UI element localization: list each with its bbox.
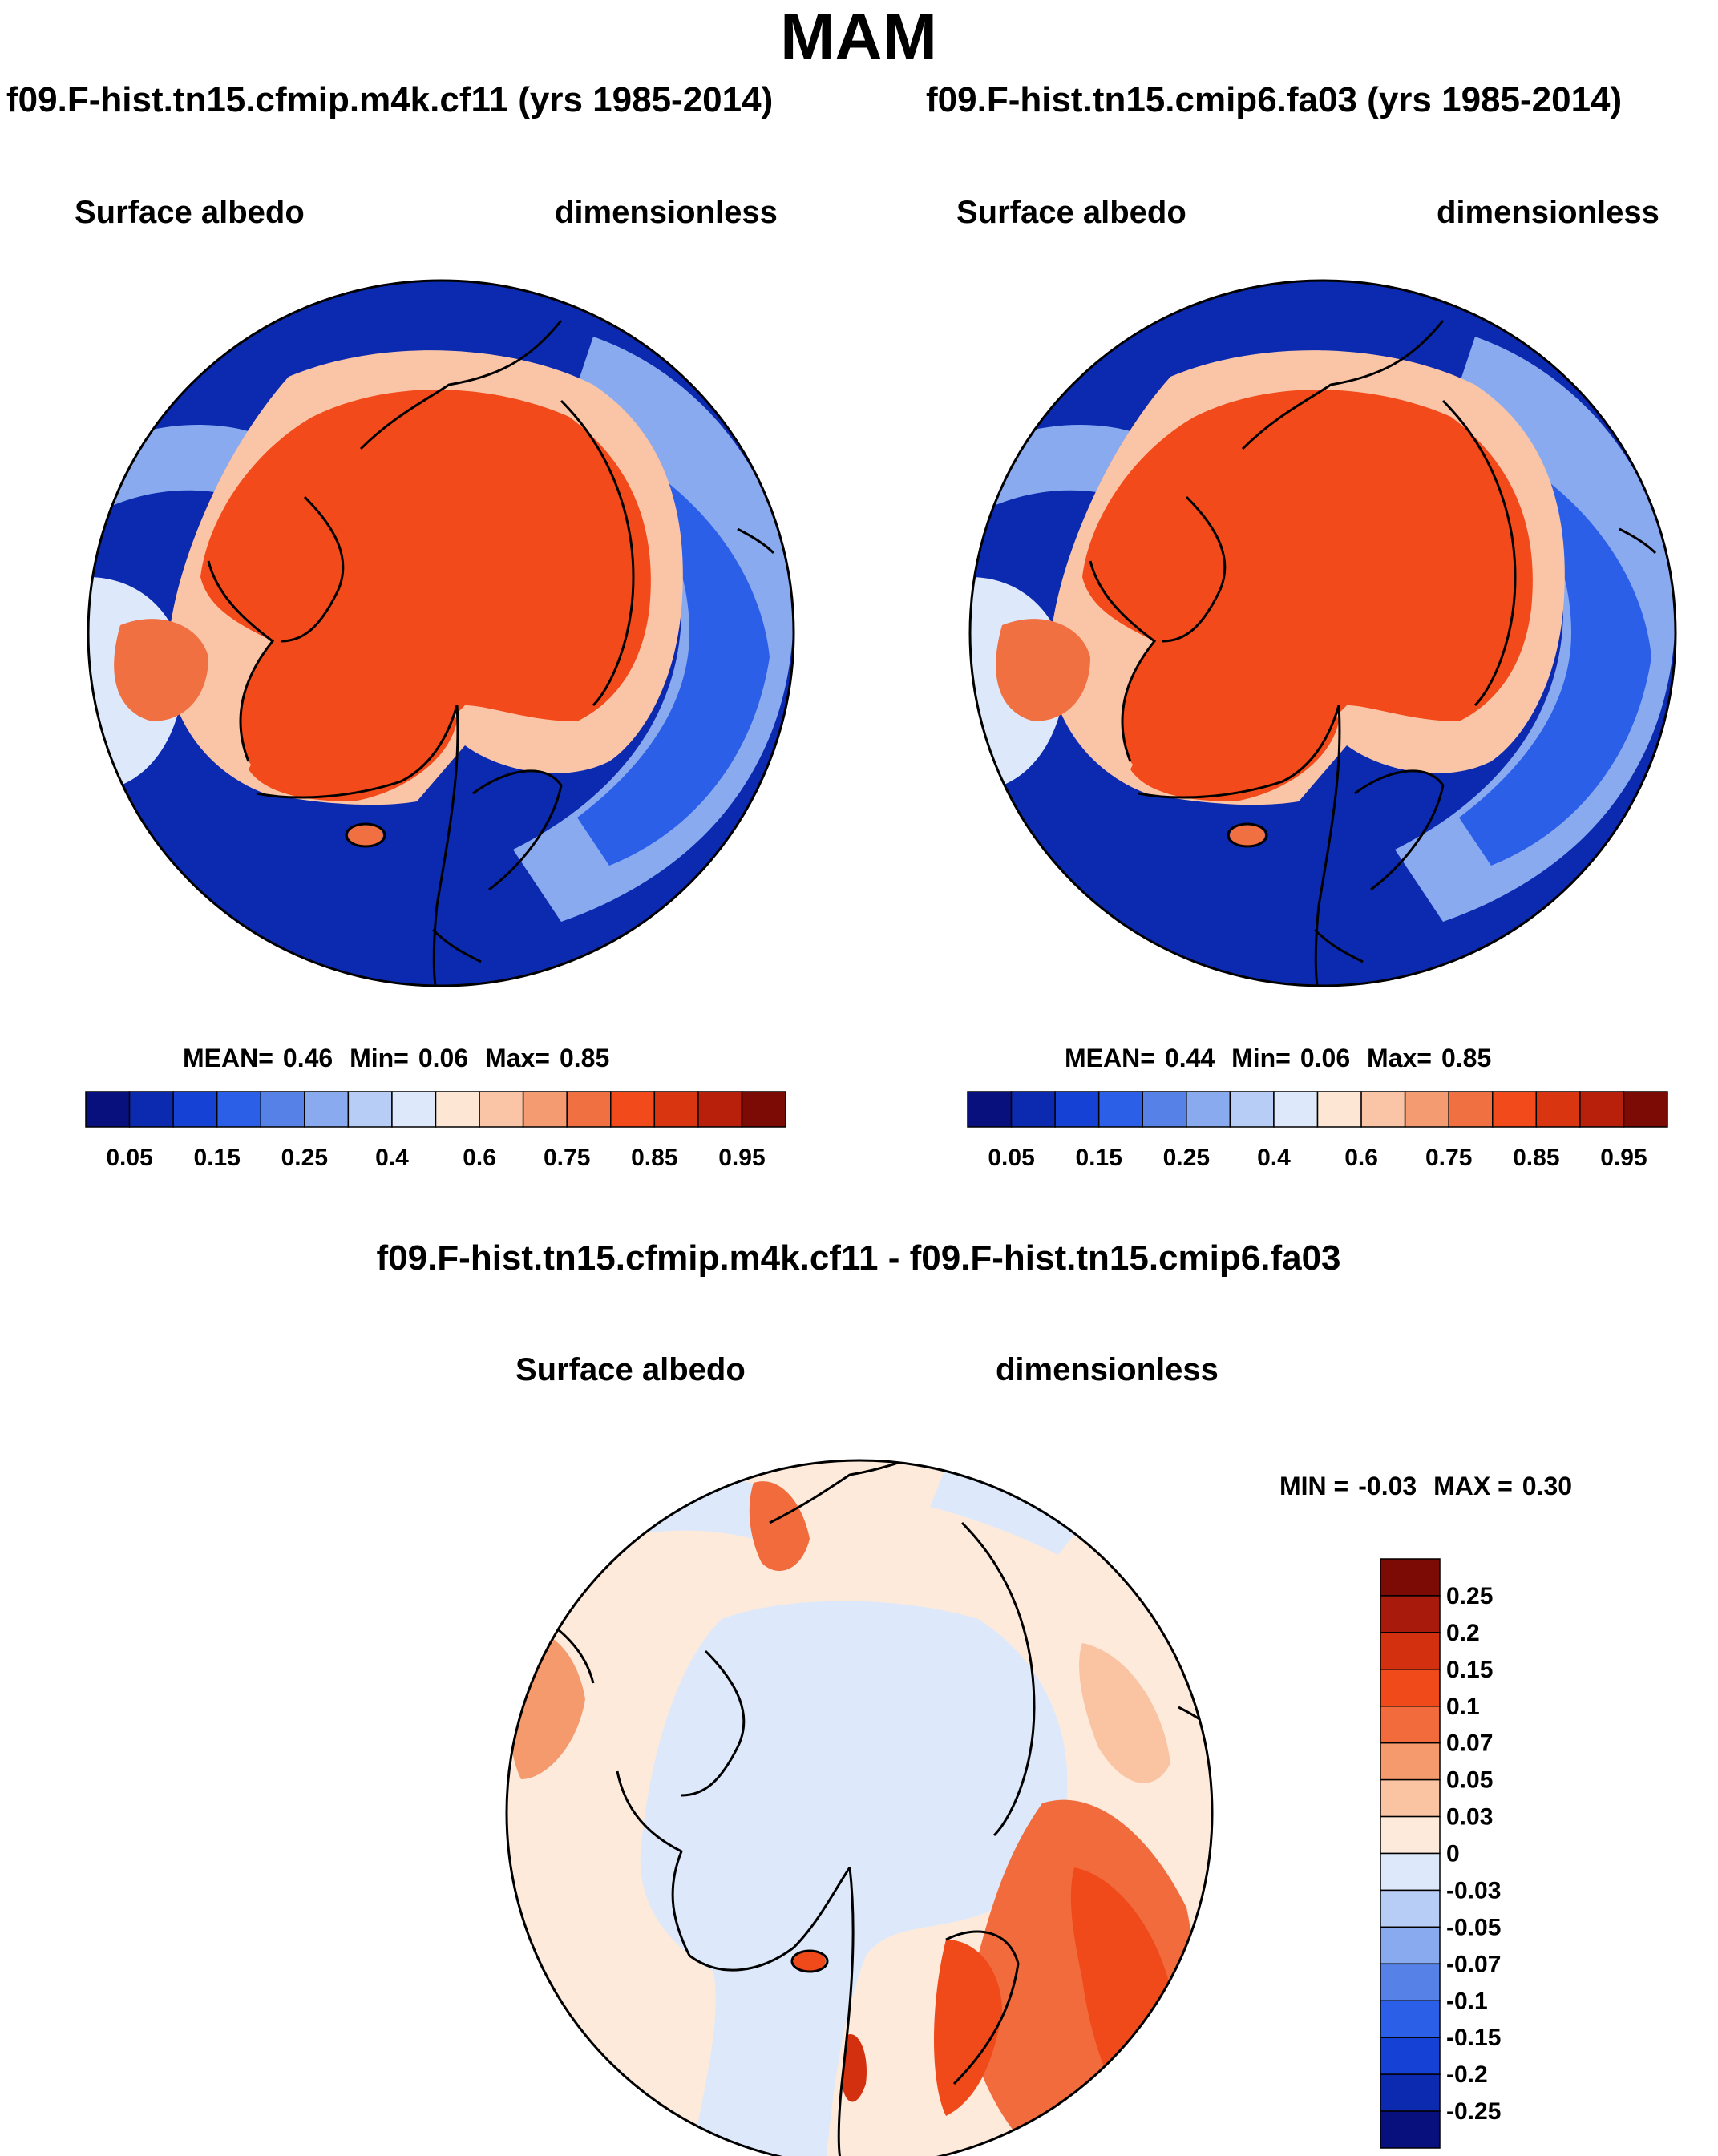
colorbar-tick-label: 0.05 [1446, 1767, 1493, 1794]
colorbar-swatch [1010, 1091, 1056, 1128]
panel-2-stats: MEAN= 0.44 Min= 0.06 Max= 0.85 [1065, 1044, 1492, 1072]
panel-1-variable: Surface albedo [75, 195, 305, 230]
colorbar-tick-label: 0.75 [1425, 1145, 1472, 1171]
colorbar-swatch [1380, 2110, 1441, 2149]
colorbar-tick-label: 0.05 [106, 1145, 152, 1171]
colorbar-tick-label: -0.25 [1446, 2098, 1501, 2125]
colorbar-swatch [566, 1091, 612, 1128]
colorbar-swatch [1380, 1742, 1441, 1781]
colorbar-tick-label: 0.25 [281, 1145, 328, 1171]
map-panel-2 [968, 279, 1677, 987]
colorbar-swatch [304, 1091, 350, 1128]
colorbar-tick-label: 0.25 [1163, 1145, 1210, 1171]
colorbar-swatch [479, 1091, 524, 1128]
panel-2-case-title: f09.F-hist.tn15.cmip6.fa03 (yrs 1985-201… [926, 80, 1623, 119]
colorbar-swatch [610, 1091, 656, 1128]
colorbar-swatch [1097, 1091, 1143, 1128]
colorbar-difference: 0.25 0.2 0.15 0.1 0.07 0.05 0.03 0 -0.03 -0.05 -0.… [1380, 1558, 1501, 2149]
colorbar-swatch [1229, 1091, 1275, 1128]
map-panel-1 [87, 279, 795, 987]
colorbar-swatch [435, 1091, 480, 1128]
colorbar-tick-label: 0.15 [1075, 1145, 1122, 1171]
colorbar-panel-2: 0.05 0.15 0.25 0.4 0.6 0.75 0.85 0.95 [967, 1091, 1668, 1171]
panel-2-variable: Surface albedo [956, 195, 1186, 230]
colorbar-swatch [1380, 1963, 1441, 2001]
colorbar-tick-label: -0.2 [1446, 2061, 1488, 2088]
colorbar-tick-label: 0.15 [193, 1145, 240, 1171]
colorbar-swatch [260, 1091, 305, 1128]
colorbar-swatch [967, 1091, 1013, 1128]
colorbar-tick-label: 0.1 [1446, 1694, 1480, 1720]
colorbar-tick-label: 0.25 [1446, 1583, 1493, 1609]
colorbar-swatch [1273, 1091, 1319, 1128]
colorbar-tick-label: 0.6 [1344, 1145, 1378, 1171]
panel-1-case-title: f09.F-hist.tn15.cfmip.m4k.cf11 (yrs 1985… [6, 80, 774, 119]
colorbar-swatch [1380, 1778, 1441, 1818]
colorbar-tick-label: -0.05 [1446, 1914, 1501, 1940]
colorbar-swatch [1579, 1091, 1625, 1128]
difference-title: f09.F-hist.tn15.cfmip.m4k.cf11 - f09.F-h… [376, 1238, 1341, 1278]
colorbar-swatch [1380, 1926, 1441, 1965]
panel-2-units: dimensionless [1437, 195, 1659, 230]
colorbar-tick-label: 0.2 [1446, 1620, 1480, 1646]
colorbar-tick-label: 0.95 [1600, 1145, 1647, 1171]
colorbar-swatch [1404, 1091, 1449, 1128]
colorbar-tick-label: 0.4 [375, 1145, 409, 1171]
colorbar-tick-label: 0.85 [1513, 1145, 1559, 1171]
colorbar-swatch [128, 1091, 174, 1128]
colorbar-tick-label: -0.07 [1446, 1951, 1501, 1977]
difference-units: dimensionless [996, 1352, 1219, 1387]
colorbar-tick-label: 0.4 [1257, 1145, 1291, 1171]
panel-1-stats: MEAN= 0.46 Min= 0.06 Max= 0.85 [183, 1044, 610, 1072]
colorbar-swatch [1142, 1091, 1187, 1128]
colorbar-tick-label: 0.05 [988, 1145, 1034, 1171]
main-title: MAM [780, 1, 937, 74]
colorbar-swatch [1380, 1889, 1441, 1928]
panel-1-units: dimensionless [555, 195, 778, 230]
colorbar-swatch [1535, 1091, 1581, 1128]
colorbar-swatch [1623, 1091, 1668, 1128]
colorbar-swatch [1054, 1091, 1100, 1128]
colorbar-tick-label: 0 [1446, 1841, 1460, 1867]
colorbar-swatch [1380, 1815, 1441, 1855]
colorbar-tick-label: 0.75 [544, 1145, 590, 1171]
colorbar-tick-label: 0.85 [631, 1145, 677, 1171]
colorbar-swatch [347, 1091, 393, 1128]
colorbar-swatch [741, 1091, 786, 1128]
colorbar-swatch [697, 1091, 743, 1128]
difference-minmax: MIN = -0.03 MAX = 0.30 [1279, 1472, 1573, 1500]
colorbar-swatch [1316, 1091, 1362, 1128]
colorbar-swatch [1186, 1091, 1231, 1128]
colorbar-swatch [522, 1091, 568, 1128]
colorbar-swatch [172, 1091, 218, 1128]
colorbar-swatch [1448, 1091, 1494, 1128]
colorbar-swatch [1380, 1558, 1441, 1597]
colorbar-swatch [216, 1091, 261, 1128]
colorbar-tick-label: 0.6 [463, 1145, 496, 1171]
colorbar-swatch [1380, 1669, 1441, 1707]
colorbar-tick-label: -0.15 [1446, 2025, 1501, 2051]
difference-variable: Surface albedo [515, 1352, 746, 1387]
colorbar-tick-label: 0.03 [1446, 1804, 1493, 1831]
colorbar-swatch [1360, 1091, 1406, 1128]
colorbar-swatch [1492, 1091, 1538, 1128]
colorbar-swatch [653, 1091, 699, 1128]
colorbar-swatch [391, 1091, 437, 1128]
colorbar-tick-label: -0.03 [1446, 1877, 1501, 1904]
colorbar-tick-label: 0.07 [1446, 1730, 1493, 1757]
colorbar-tick-label: 0.15 [1446, 1657, 1493, 1683]
colorbar-swatch [1380, 2073, 1441, 2112]
colorbar-swatch [85, 1091, 131, 1128]
colorbar-tick-label: -0.1 [1446, 1988, 1488, 2014]
colorbar-swatch [1380, 1852, 1441, 1892]
colorbar-swatch [1380, 2037, 1441, 2075]
colorbar-swatch [1380, 1706, 1441, 1744]
colorbar-panel-1: 0.05 0.15 0.25 0.4 0.6 0.75 0.85 0.95 [85, 1091, 786, 1171]
colorbar-swatch [1380, 1595, 1441, 1633]
map-difference [505, 1459, 1214, 2156]
colorbar-swatch [1380, 2000, 1441, 2038]
colorbar-swatch [1380, 1632, 1441, 1670]
colorbar-tick-label: 0.95 [718, 1145, 765, 1171]
